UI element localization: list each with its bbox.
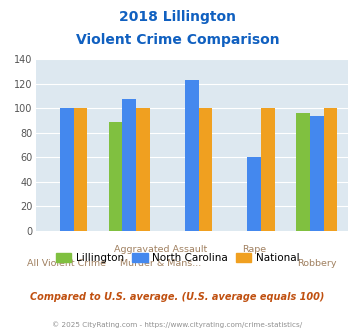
Bar [109, 122, 122, 231]
Text: 2018 Lillington: 2018 Lillington [119, 10, 236, 24]
Bar [136, 109, 150, 231]
Bar [73, 109, 87, 231]
Bar [296, 113, 310, 231]
Text: Aggravated Assault: Aggravated Assault [114, 245, 207, 254]
Legend: Lillington, North Carolina, National: Lillington, North Carolina, National [51, 248, 304, 267]
Text: Violent Crime Comparison: Violent Crime Comparison [76, 33, 279, 47]
Bar [323, 109, 337, 231]
Text: Robbery: Robbery [297, 259, 337, 268]
Bar [185, 80, 198, 231]
Bar [60, 109, 73, 231]
Text: Rape: Rape [242, 245, 266, 254]
Bar [310, 116, 323, 231]
Bar [198, 109, 212, 231]
Bar [247, 157, 261, 231]
Bar [122, 99, 136, 231]
Text: All Violent Crime: All Violent Crime [27, 259, 106, 268]
Text: © 2025 CityRating.com - https://www.cityrating.com/crime-statistics/: © 2025 CityRating.com - https://www.city… [53, 322, 302, 328]
Text: Compared to U.S. average. (U.S. average equals 100): Compared to U.S. average. (U.S. average … [30, 292, 325, 302]
Text: Murder & Mans...: Murder & Mans... [120, 259, 201, 268]
Bar [261, 109, 275, 231]
